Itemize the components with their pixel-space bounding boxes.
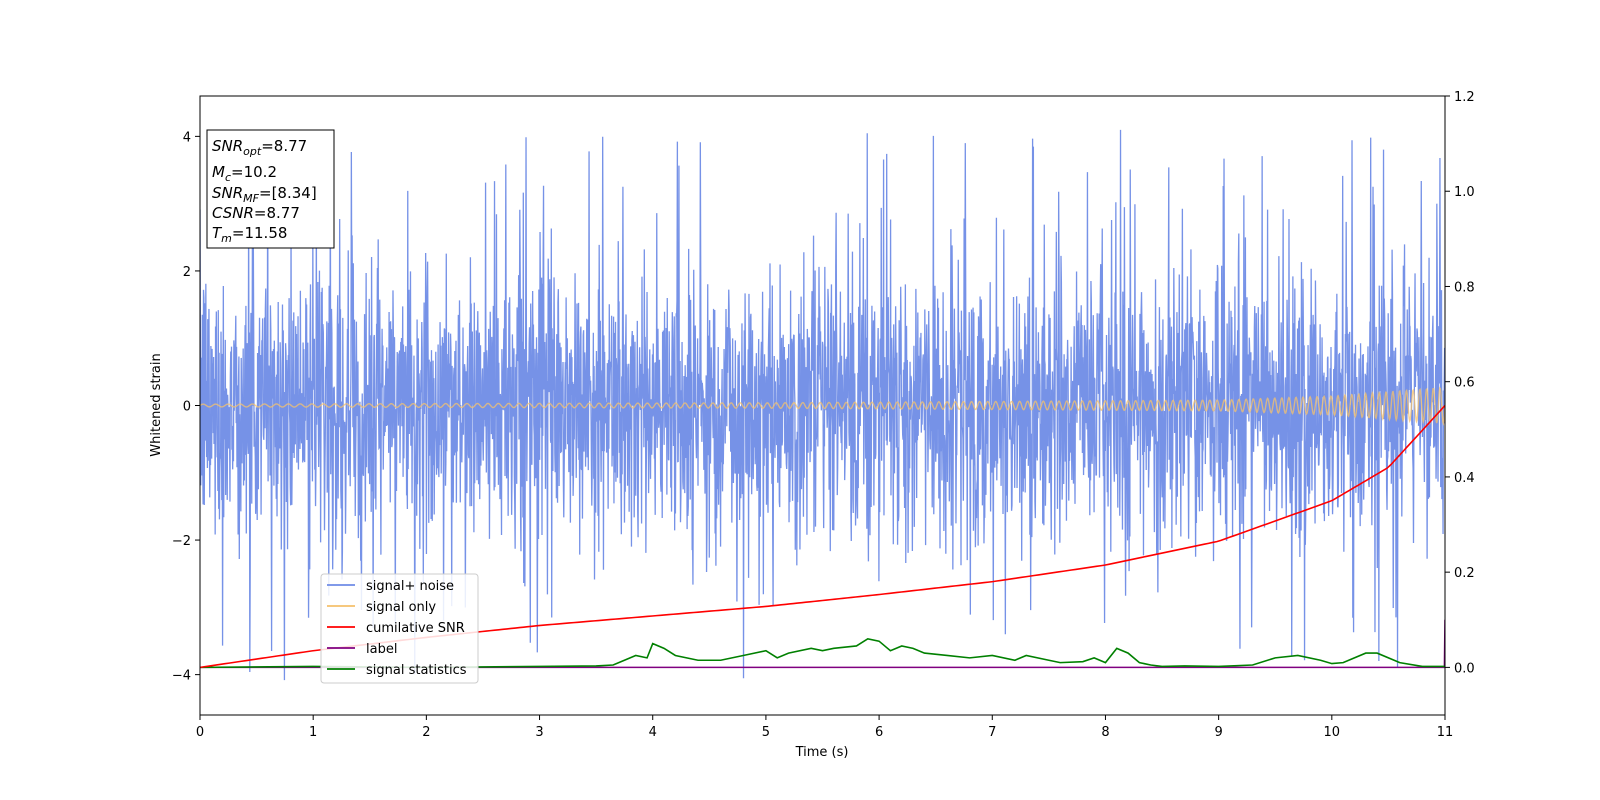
legend-entry-label: signal only [366, 600, 436, 615]
series-signal-statistics-line [200, 637, 1445, 669]
legend-entry-label: signal+ noise [366, 579, 454, 594]
x-tick-label: 10 [1324, 725, 1341, 740]
x-tick-label: 8 [1101, 725, 1109, 740]
left-axis-ticks: −4 −2 0 2 4 [172, 130, 200, 684]
right-axis-ticks: 0.0 0.2 0.4 0.6 0.8 1.0 1.2 [1445, 90, 1475, 676]
series-signal-plus-noise-line [200, 129, 1445, 681]
y2-tick-label: 1.0 [1454, 185, 1475, 200]
legend: signal+ noise signal only cumilative SNR la… [320, 573, 479, 684]
y2-tick-label: 0.4 [1454, 471, 1475, 486]
legend-frame [320, 573, 479, 684]
y2-tick-label: 0.6 [1454, 376, 1475, 391]
stats-box-frame [206, 129, 335, 249]
y2-tick-label: 1.2 [1454, 90, 1475, 105]
y-tick-label: −4 [172, 669, 191, 684]
x-tick-label: 2 [422, 725, 430, 740]
y-tick-label: 2 [183, 265, 191, 280]
x-axis-ticks: 0 1 2 3 4 5 6 7 8 9 10 11 [196, 715, 1453, 740]
x-tick-label: 1 [309, 725, 317, 740]
y2-tick-label: 0.0 [1454, 661, 1475, 676]
x-axis-label: Time (s) [795, 745, 849, 760]
y2-tick-label: 0.2 [1454, 566, 1475, 581]
stats-line: Mc=10.2 [212, 163, 277, 184]
y-tick-label: 4 [183, 130, 191, 145]
stats-line: SNRMF=[8.34] [212, 184, 317, 205]
stats-line: SNRopt=8.77 [212, 137, 307, 158]
series-signal-only-line [200, 386, 1445, 426]
y2-tick-label: 0.8 [1454, 280, 1475, 295]
plot-data-layer [200, 129, 1445, 681]
legend-entry-label: signal statistics [366, 663, 467, 678]
y-tick-label: 0 [183, 400, 191, 415]
y-axis-label: Whitened strain [149, 353, 164, 456]
x-tick-label: 9 [1214, 725, 1222, 740]
x-tick-label: 11 [1437, 725, 1454, 740]
x-tick-label: 0 [196, 725, 204, 740]
x-tick-label: 6 [875, 725, 883, 740]
x-tick-label: 5 [762, 725, 770, 740]
x-tick-label: 3 [535, 725, 543, 740]
y-tick-label: −2 [172, 534, 191, 549]
x-tick-label: 7 [988, 725, 996, 740]
stats-line: Tm=11.58 [212, 224, 287, 245]
legend-entry-label: label [366, 642, 397, 657]
stats-line: CSNR=8.77 [212, 204, 300, 222]
x-tick-label: 4 [649, 725, 657, 740]
legend-entry-label: cumilative SNR [366, 621, 465, 636]
